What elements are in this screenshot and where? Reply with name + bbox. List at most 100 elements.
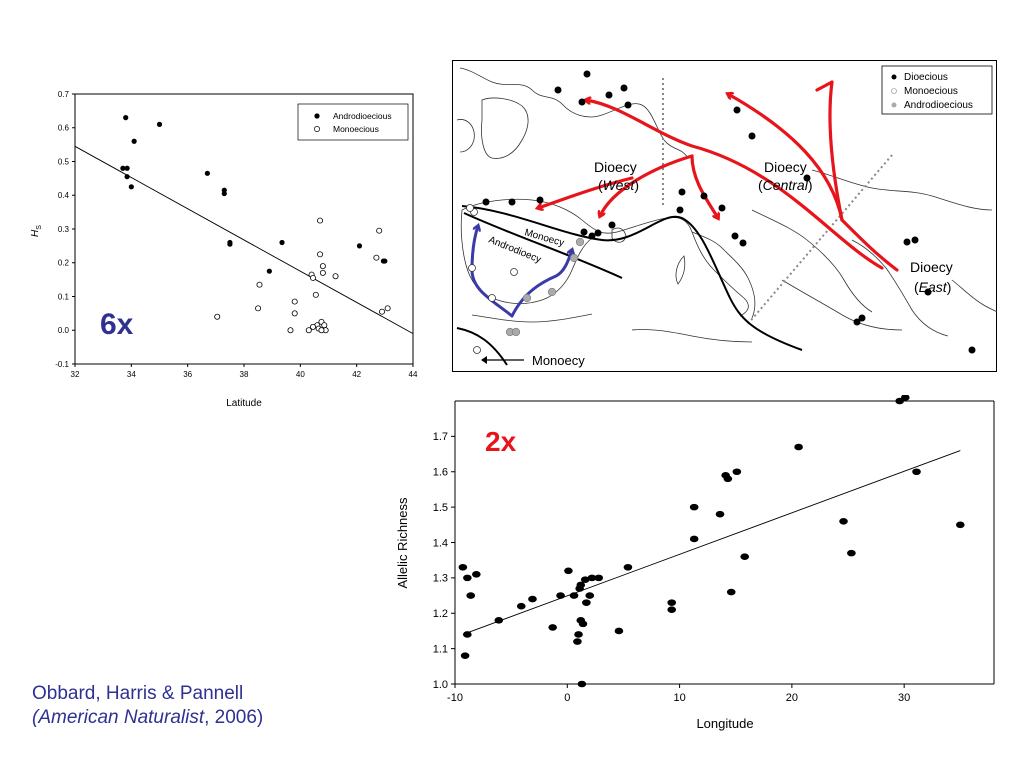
europe-map: Monoecy Androdioecy Monoecy [452,60,997,372]
data-point-series-0 [587,574,597,582]
tick-group: -10 0 10 20 30 1.0 1.1 1.2 1.3 1.4 1.5 1.6 1.7 [433,431,911,704]
data-point-series-0 [466,592,476,599]
data-point-series-0 [221,190,227,197]
point-group [120,115,391,334]
data-point-series-0 [516,602,526,610]
x-tick-label: 42 [352,370,361,379]
data-point-series-0 [576,581,586,589]
y-tick-label: 0.3 [58,225,70,234]
y-tick-label: 0.7 [58,90,70,99]
map-legend-dioecious-marker [891,74,897,80]
pop-dot [508,198,516,206]
data-point-series-0 [573,638,582,645]
x-tick-label: 34 [127,370,136,379]
pop-dot-androdioecious [511,327,521,337]
map-legend-androdioecious: Androdioecious [904,100,973,111]
map-legend-dioecious: Dioecious [904,72,948,83]
data-point-series-0 [900,395,910,401]
data-point-series-0 [131,138,137,144]
data-point-series-1 [384,305,391,312]
data-point-series-0 [156,121,163,127]
data-point-series-0 [120,165,126,171]
paren-close: ) [947,279,952,295]
data-point-series-1 [291,310,298,317]
pop-dot [853,318,861,326]
point-group [458,395,965,688]
data-point-series-0 [463,574,472,582]
dioecy-central-label: Dioecy [764,159,807,175]
x-tick-label: 32 [71,370,80,379]
y-tick-label: 0.2 [58,259,70,268]
region-boundaries [662,78,893,326]
data-point-series-0 [715,510,725,518]
data-point-series-0 [356,243,363,249]
pop-dot [911,236,919,244]
pop-dot [748,132,756,140]
dioecy-red-arrows [538,80,899,272]
allelic-richness-chart: -10 0 10 20 30 1.0 1.1 1.2 1.3 1.4 1.5 1.6 1.7 Longi… [395,395,995,731]
dioecy-central-sublabel: (Central) [758,177,812,193]
data-point-series-1 [317,251,324,258]
red-arrow-iberia [538,176,634,208]
data-point-series-0 [380,258,387,264]
y-tick-label: 1.3 [433,573,448,585]
x-tick-label: 40 [296,370,305,379]
data-point-series-1 [255,305,262,312]
pop-dot [620,84,628,92]
data-point-series-0 [124,174,130,180]
data-point-series-1 [214,313,221,320]
data-point-series-0 [580,576,590,583]
y-tick-label: 1.7 [433,431,448,443]
data-point-series-0 [667,606,677,614]
red-arrow-north [728,94,844,222]
monoecy-arrow-label: Monoecy [532,353,585,368]
data-point-series-0 [956,521,965,529]
x-axis-label: Latitude [226,398,262,409]
pop-dot [968,346,976,354]
data-point-series-0 [689,535,699,543]
data-point-series-0 [689,503,699,511]
data-point-series-0 [458,563,468,571]
y-axis-label: HS [30,225,43,237]
data-point-series-0 [204,170,210,176]
factor-annotation-2x: 2x [485,426,517,457]
x-tick-label: 36 [183,370,192,379]
map-legend-box [881,65,993,115]
data-point-series-0 [912,468,921,476]
citation-year: , 2006) [204,707,264,728]
pop-dot [678,188,686,196]
legend-box [297,103,409,141]
data-point-series-1 [373,254,380,261]
pop-dot [624,101,632,109]
pop-dot [578,98,586,106]
pop-dot [903,238,911,246]
paren-open: ( [758,177,763,193]
pop-dot [583,70,591,78]
data-point-series-0 [726,588,736,596]
dioecy-east-region: East [919,279,948,295]
legend-label-monoecious: Monoecious [333,124,379,134]
data-point-series-0 [528,595,537,603]
red-arrow-main [586,100,884,270]
map-legend: Dioecious Monoecious Androdioecious [881,65,993,115]
pop-dot-monoecious [473,346,481,354]
data-point-series-1 [319,263,326,270]
pop-dot [718,204,726,212]
dioecy-west-label: Dioecy [594,159,637,175]
data-point-series-0 [463,631,472,638]
data-point-series-0 [556,592,565,599]
citation: Obbard, Harris & Pannell (American Natur… [32,682,263,730]
data-point-series-0 [577,680,587,688]
data-point-series-1 [256,281,263,288]
pop-dot [594,229,602,237]
pop-dot [858,314,866,322]
red-arrow-east [815,80,844,222]
data-point-series-0 [794,443,803,451]
data-point-series-0 [266,268,272,274]
data-point-series-0 [574,631,583,638]
paren-close: ) [634,177,639,193]
data-point-series-0 [732,468,742,476]
data-point-series-1 [305,327,312,334]
data-point-series-1 [310,323,317,330]
dioecy-east-label: Dioecy [910,259,953,275]
